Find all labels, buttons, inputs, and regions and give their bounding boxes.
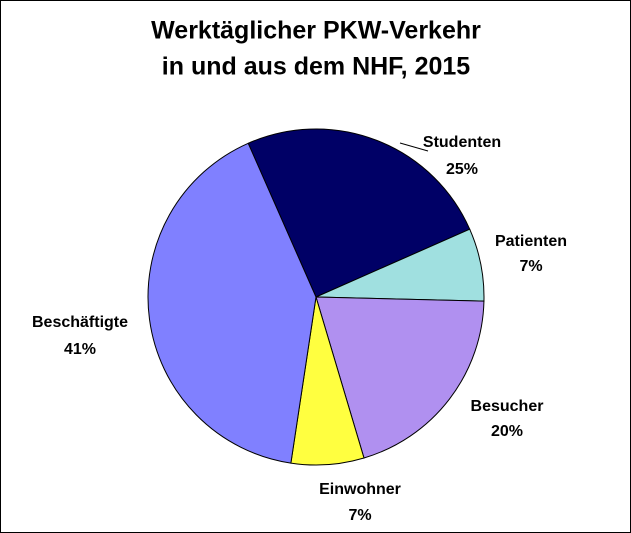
slice-value-label: 25%: [446, 161, 478, 178]
slice-label: Beschäftigte: [32, 314, 128, 331]
leader-line: [399, 142, 429, 152]
pie-slice: [315, 296, 485, 459]
slice-value-label: 20%: [491, 423, 523, 440]
pie-slice: [147, 142, 317, 464]
slice-label: Patienten: [495, 233, 567, 250]
slice-value-label: 7%: [348, 507, 371, 524]
slice-label: Studenten: [423, 134, 501, 151]
slice-value-label: 7%: [519, 258, 542, 275]
chart-title: in und aus dem NHF, 2015: [162, 53, 471, 81]
pie-slice: [247, 128, 471, 298]
chart-title: Werktäglicher PKW-Verkehr: [151, 17, 481, 45]
slice-label: Einwohner: [319, 481, 401, 498]
slice-value-label: 41%: [64, 341, 96, 358]
slice-label: Besucher: [471, 398, 544, 415]
